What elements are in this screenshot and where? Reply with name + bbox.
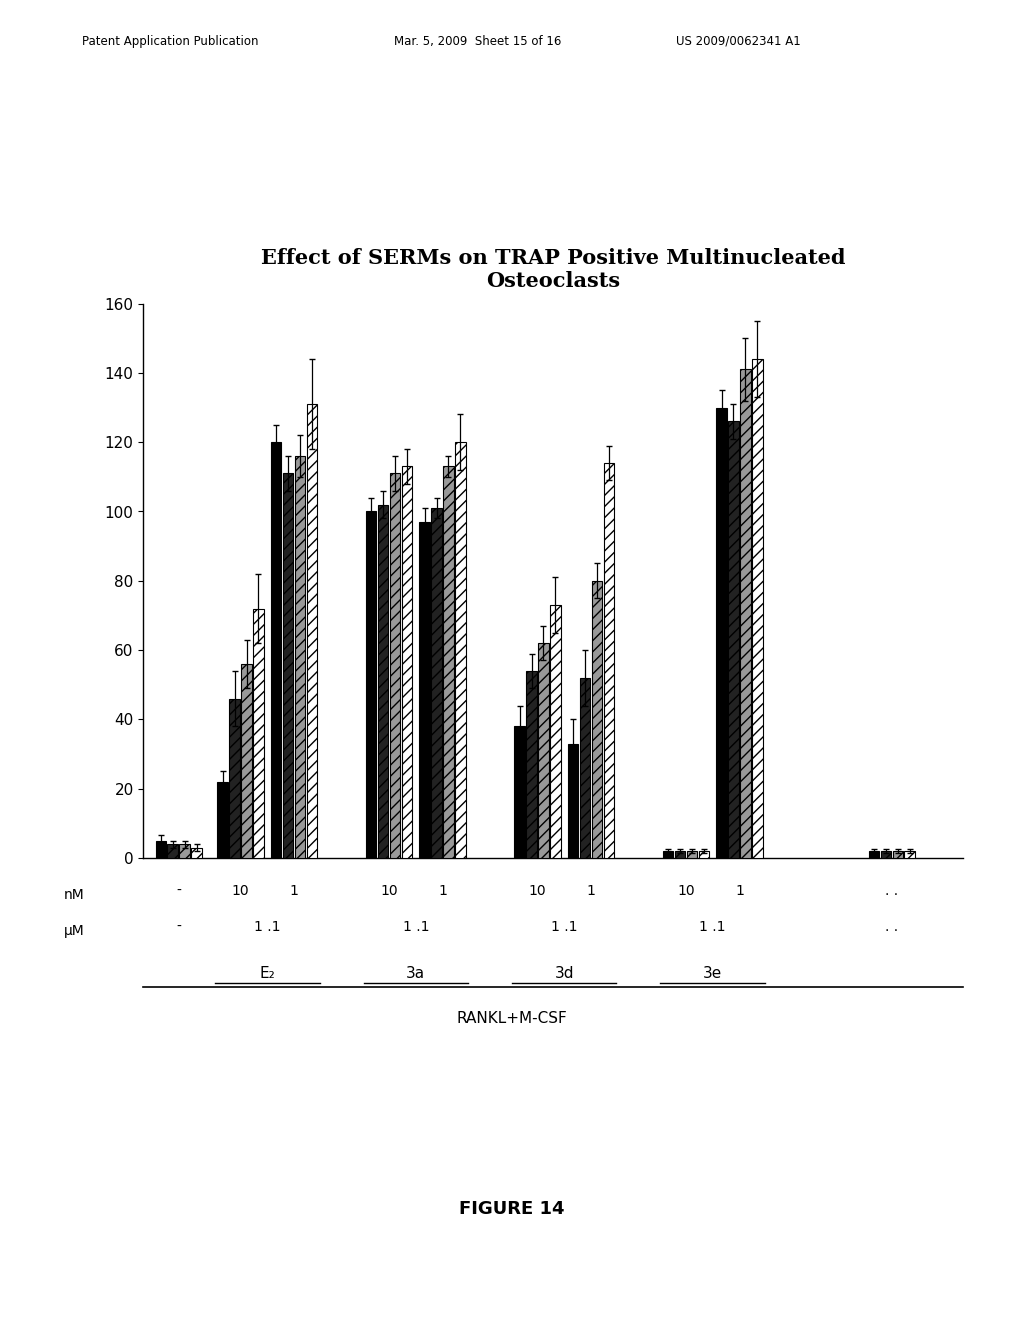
Text: μM: μM xyxy=(63,924,84,937)
Text: -: - xyxy=(176,920,181,933)
Text: 10: 10 xyxy=(528,884,547,898)
Bar xyxy=(306,404,317,858)
Text: 3e: 3e xyxy=(703,966,722,981)
Bar xyxy=(168,845,178,858)
Bar xyxy=(443,466,454,858)
Text: 3d: 3d xyxy=(554,966,574,981)
Text: 10: 10 xyxy=(380,884,398,898)
Text: . .: . . xyxy=(886,884,898,898)
Bar xyxy=(687,851,697,858)
Bar xyxy=(539,643,549,858)
Bar xyxy=(603,463,614,858)
Text: Patent Application Publication: Patent Application Publication xyxy=(82,34,258,48)
Text: 1: 1 xyxy=(587,884,595,898)
Text: 1 .1: 1 .1 xyxy=(402,920,429,933)
Text: Mar. 5, 2009  Sheet 15 of 16: Mar. 5, 2009 Sheet 15 of 16 xyxy=(394,34,561,48)
Bar xyxy=(431,508,441,858)
Bar xyxy=(698,851,710,858)
Bar xyxy=(366,511,377,858)
Text: E₂: E₂ xyxy=(259,966,275,981)
Bar xyxy=(580,678,590,858)
Bar xyxy=(567,743,579,858)
Bar xyxy=(904,851,915,858)
Bar xyxy=(270,442,282,858)
Bar xyxy=(191,847,202,858)
Bar xyxy=(156,841,166,858)
Text: . .: . . xyxy=(886,920,898,933)
Text: 10: 10 xyxy=(231,884,250,898)
Bar xyxy=(716,408,727,858)
Bar xyxy=(378,504,388,858)
Text: 1 .1: 1 .1 xyxy=(699,920,726,933)
Bar xyxy=(663,851,674,858)
Text: 1: 1 xyxy=(438,884,446,898)
Text: RANKL+M-CSF: RANKL+M-CSF xyxy=(457,1011,567,1026)
Bar xyxy=(514,726,525,858)
Bar xyxy=(419,521,430,858)
Bar xyxy=(592,581,602,858)
Bar xyxy=(881,851,891,858)
Text: 1: 1 xyxy=(735,884,743,898)
Text: 3a: 3a xyxy=(407,966,425,981)
Bar xyxy=(526,671,537,858)
Bar xyxy=(283,474,293,858)
Text: FIGURE 14: FIGURE 14 xyxy=(459,1200,565,1218)
Bar xyxy=(217,781,228,858)
Bar xyxy=(893,851,903,858)
Text: 10: 10 xyxy=(677,884,694,898)
Bar xyxy=(740,370,751,858)
Bar xyxy=(550,605,561,858)
Bar xyxy=(229,698,240,858)
Bar xyxy=(675,851,685,858)
Text: US 2009/0062341 A1: US 2009/0062341 A1 xyxy=(676,34,801,48)
Bar xyxy=(455,442,466,858)
Text: -: - xyxy=(176,884,181,898)
Text: 1 .1: 1 .1 xyxy=(551,920,578,933)
Bar xyxy=(179,845,190,858)
Bar xyxy=(253,609,264,858)
Bar xyxy=(752,359,763,858)
Bar xyxy=(390,474,400,858)
Bar xyxy=(728,421,738,858)
Title: Effect of SERMs on TRAP Positive Multinucleated
Osteoclasts: Effect of SERMs on TRAP Positive Multinu… xyxy=(261,248,845,290)
Text: 1: 1 xyxy=(290,884,298,898)
Bar xyxy=(242,664,252,858)
Text: nM: nM xyxy=(63,888,84,902)
Bar xyxy=(868,851,880,858)
Text: 1 .1: 1 .1 xyxy=(254,920,281,933)
Bar xyxy=(401,466,413,858)
Bar xyxy=(295,455,305,858)
